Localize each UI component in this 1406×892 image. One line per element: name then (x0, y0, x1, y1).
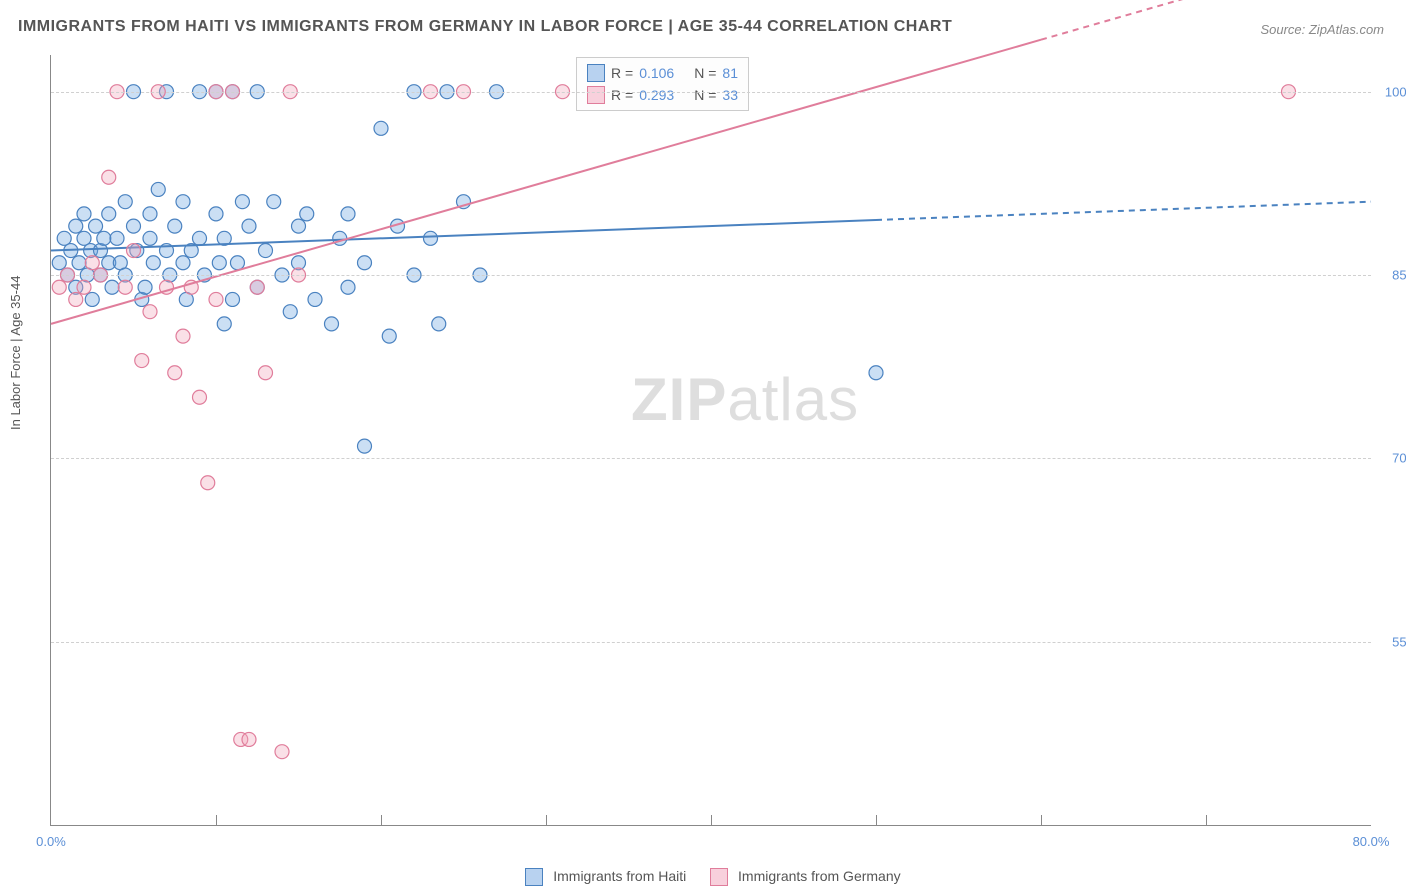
y-axis-label: In Labor Force | Age 35-44 (8, 276, 23, 430)
source-attribution: Source: ZipAtlas.com (1260, 22, 1384, 37)
stats-legend: R = 0.106 N = 81 R = 0.293 N = 33 (576, 57, 749, 111)
chart-title: IMMIGRANTS FROM HAITI VS IMMIGRANTS FROM… (18, 18, 952, 36)
r-value: 0.293 (639, 87, 674, 103)
y-tick-label: 85.0% (1379, 268, 1406, 283)
stats-legend-row: R = 0.293 N = 33 (587, 84, 738, 106)
x-tick-label: 80.0% (1353, 834, 1390, 849)
legend-swatch-haiti (587, 64, 605, 82)
bottom-legend: Immigrants from Haiti Immigrants from Ge… (0, 868, 1406, 886)
n-value: 33 (722, 87, 738, 103)
r-label: R = (611, 65, 633, 81)
stats-legend-row: R = 0.106 N = 81 (587, 62, 738, 84)
legend-label: Immigrants from Haiti (553, 868, 686, 884)
r-label: R = (611, 87, 633, 103)
x-tick-label: 0.0% (36, 834, 66, 849)
scatter-plot: ZIPatlas R = 0.106 N = 81 R = 0.293 N = … (50, 55, 1371, 826)
y-tick-label: 55.0% (1379, 634, 1406, 649)
legend-swatch-germany (587, 86, 605, 104)
r-value: 0.106 (639, 65, 674, 81)
y-tick-label: 70.0% (1379, 451, 1406, 466)
n-value: 81 (722, 65, 738, 81)
n-label: N = (694, 65, 716, 81)
n-label: N = (694, 87, 716, 103)
plot-svg (51, 55, 1371, 825)
y-tick-label: 100.0% (1379, 84, 1406, 99)
legend-swatch-haiti (525, 868, 543, 886)
legend-label: Immigrants from Germany (738, 868, 901, 884)
legend-swatch-germany (710, 868, 728, 886)
